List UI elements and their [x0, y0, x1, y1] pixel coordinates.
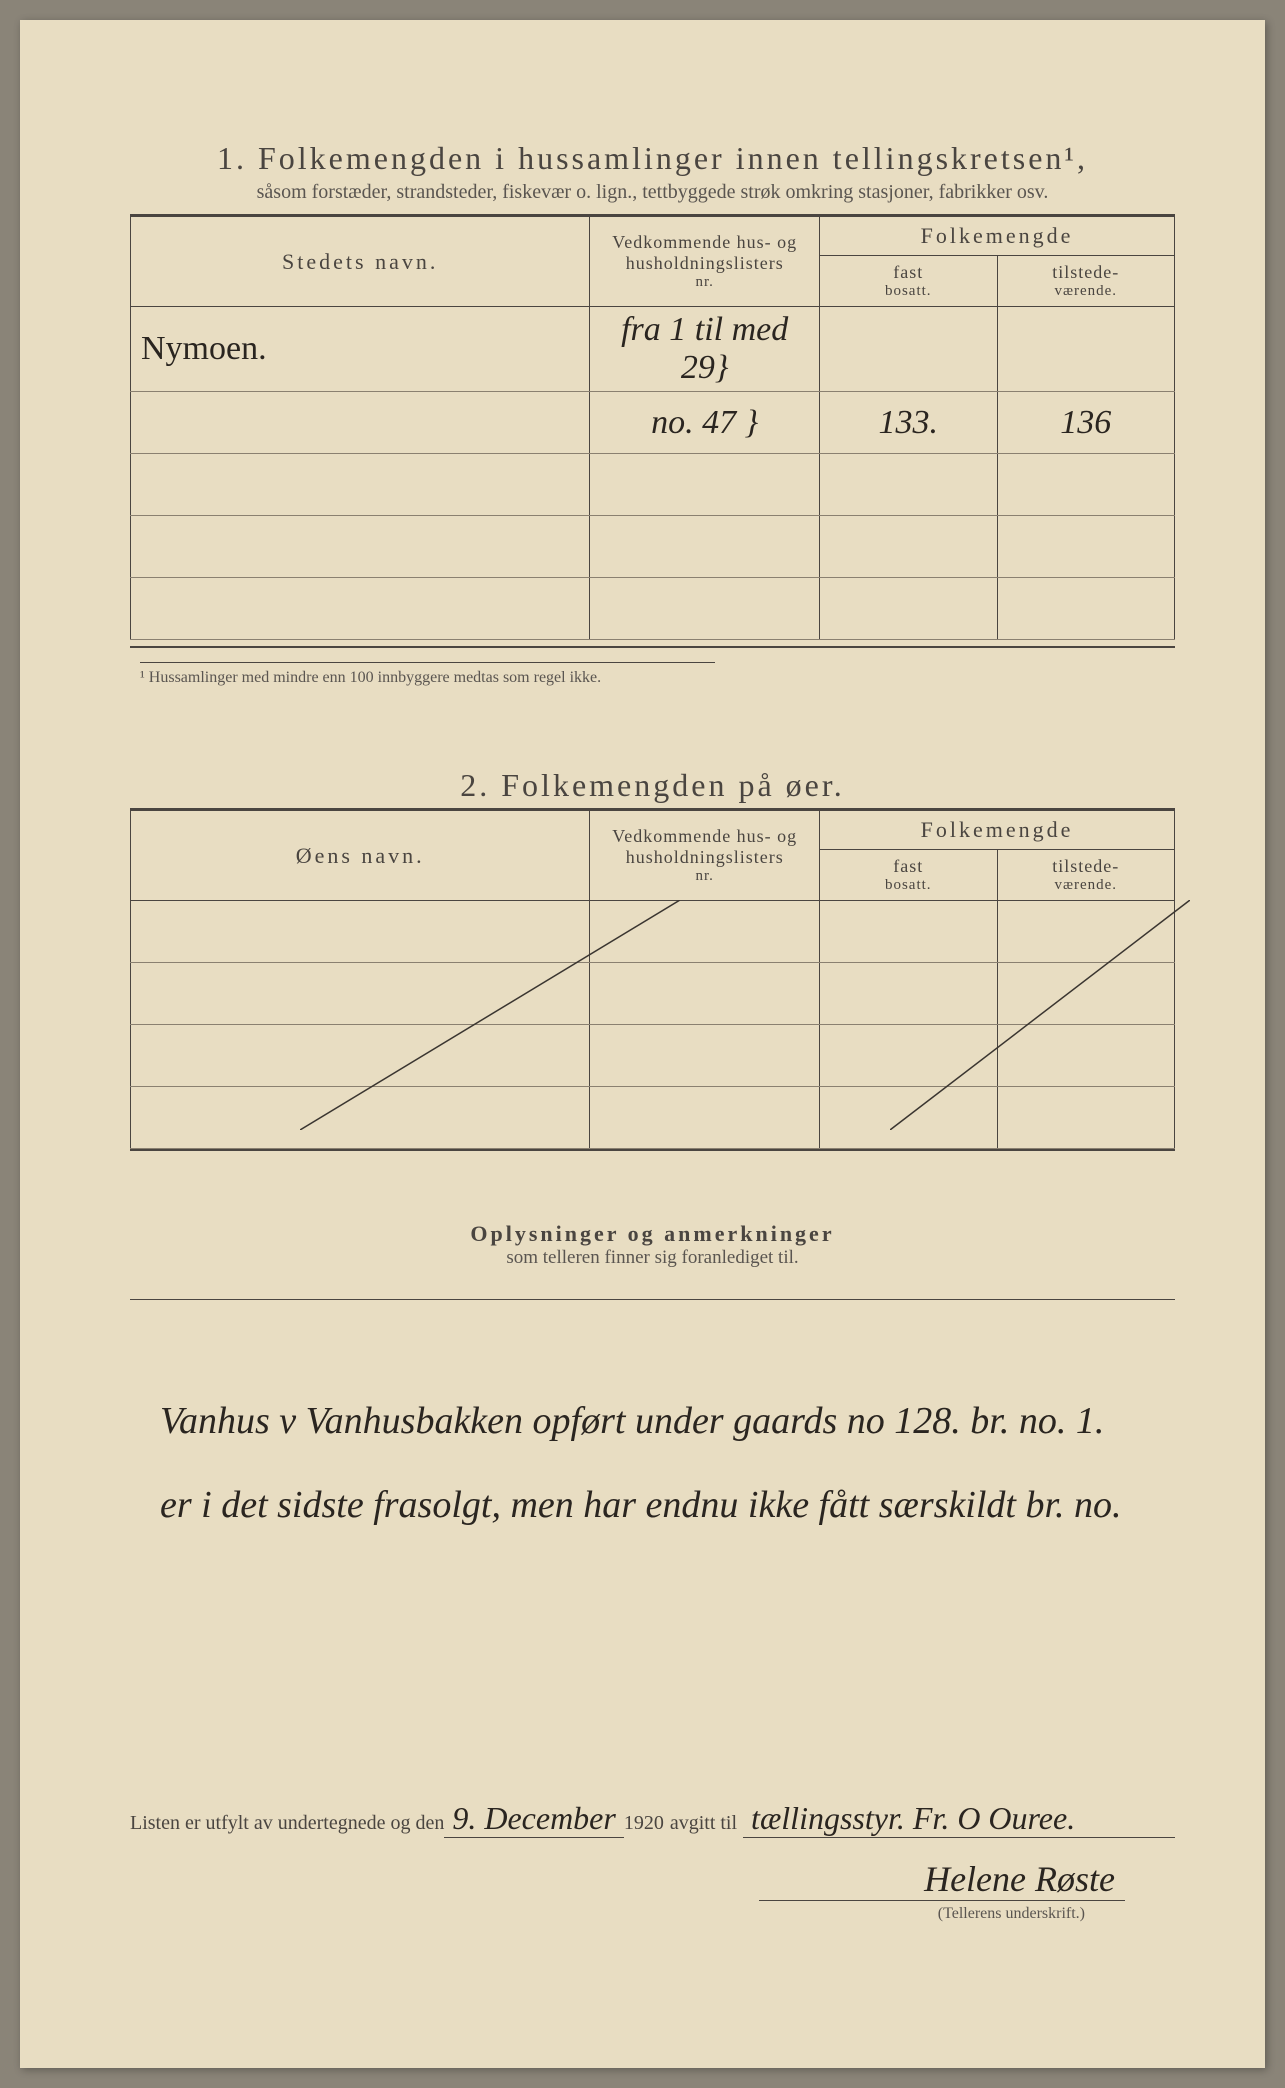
cell-tilstede: 136: [997, 392, 1175, 454]
cell-tilstede: [997, 578, 1175, 640]
table-hussamlinger: Stedets navn. Vedkommende hus- og hushol…: [130, 216, 1175, 640]
signature-name: Helene Røste: [130, 1858, 1115, 1900]
table-row: [131, 454, 1175, 516]
document-page: 1. Folkemengden i hussamlinger innen tel…: [20, 20, 1265, 2068]
sig-prefix: Listen er utfylt av undertegnede og den: [130, 1812, 444, 1835]
table-row: [131, 963, 1175, 1025]
remarks-text: Vanhus v Vanhusbakken opført under gaard…: [130, 1300, 1175, 1740]
cell-name: [131, 454, 590, 516]
cell-nr: [590, 516, 820, 578]
table-row: [131, 578, 1175, 640]
cell-name: [131, 392, 590, 454]
cell-nr: [590, 454, 820, 516]
section-1: 1. Folkemengden i hussamlinger innen tel…: [130, 140, 1175, 687]
footnote-1: ¹ Hussamlinger med mindre enn 100 innbyg…: [140, 662, 715, 687]
th-folkemengde: Folkemengde: [820, 811, 1175, 850]
cell-fast: [820, 307, 997, 392]
cell-nr: no. 47 }: [590, 392, 820, 454]
cell-tilstede: [997, 516, 1175, 578]
th-fast: fast bosatt.: [820, 256, 997, 307]
cell-nr: fra 1 til med 29}: [590, 307, 820, 392]
th-fast: fast bosatt.: [820, 850, 997, 901]
cell-tilstede: [997, 307, 1175, 392]
remarks-title: Oplysninger og anmerkninger: [130, 1221, 1175, 1247]
th-lister-nr: Vedkommende hus- og husholdningslisters …: [590, 811, 820, 901]
table-row: [131, 1087, 1175, 1149]
section1-title: 1. Folkemengden i hussamlinger innen tel…: [130, 140, 1175, 177]
section2-title: 2. Folkemengden på øer.: [130, 767, 1175, 804]
signature-caption: (Tellerens underskrift.): [130, 1905, 1085, 1923]
signature-block: Listen er utfylt av undertegnede og den …: [130, 1800, 1175, 1923]
remarks-subtitle: som telleren finner sig foranlediget til…: [130, 1247, 1175, 1269]
table-row: [131, 1025, 1175, 1087]
sig-mid: avgitt til: [670, 1812, 737, 1835]
table-row: [131, 516, 1175, 578]
cell-fast: [820, 454, 997, 516]
th-stedets-navn: Stedets navn.: [131, 217, 590, 307]
cell-fast: [820, 516, 997, 578]
table-oer: Øens navn. Vedkommende hus- og husholdni…: [130, 810, 1175, 1149]
rule: [759, 1900, 1125, 1901]
table-row: Nymoen. fra 1 til med 29}: [131, 307, 1175, 392]
th-tilstede: tilstede- værende.: [997, 850, 1175, 901]
cell-nr: [590, 578, 820, 640]
th-folkemengde: Folkemengde: [820, 217, 1175, 256]
th-lister-nr: Vedkommende hus- og husholdningslisters …: [590, 217, 820, 307]
cell-fast: 133.: [820, 392, 997, 454]
sig-year: 1920: [624, 1812, 664, 1835]
section-2: 2. Folkemengden på øer. Øens navn. Vedko…: [130, 767, 1175, 1151]
table1-body: Nymoen. fra 1 til med 29} no. 47 } 133. …: [131, 307, 1175, 640]
rule: [130, 1149, 1175, 1151]
table-row: [131, 901, 1175, 963]
signature-line: Listen er utfylt av undertegnede og den …: [130, 1800, 1175, 1838]
table2-body: [131, 901, 1175, 1149]
th-oens-navn: Øens navn.: [131, 811, 590, 901]
table-row: no. 47 } 133. 136: [131, 392, 1175, 454]
sig-date: 9. December: [444, 1800, 623, 1838]
sig-given-to: tællingsstyr. Fr. O Ouree.: [743, 1800, 1175, 1838]
cell-name: Nymoen.: [131, 307, 590, 392]
th-tilstede: tilstede- værende.: [997, 256, 1175, 307]
cell-tilstede: [997, 454, 1175, 516]
cell-name: [131, 516, 590, 578]
remarks-section: Oplysninger og anmerkninger som telleren…: [130, 1221, 1175, 1740]
section1-subtitle: såsom forstæder, strandsteder, fiskevær …: [130, 181, 1175, 204]
rule: [130, 646, 1175, 648]
cell-fast: [820, 578, 997, 640]
cell-name: [131, 578, 590, 640]
